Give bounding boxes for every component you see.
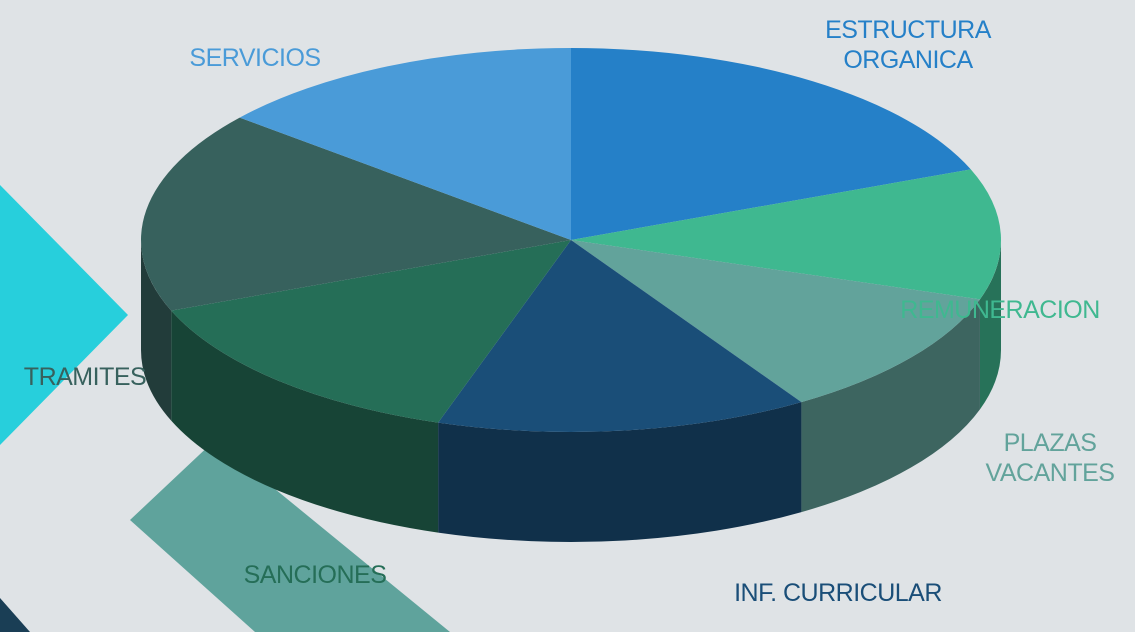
slice-label: REMUNERACION: [900, 296, 1100, 324]
decor-chevron: [130, 440, 450, 632]
slice: [571, 48, 971, 240]
slice-side: [141, 240, 172, 421]
slice-label: INF. CURRICULAR: [734, 579, 942, 607]
slice-side: [801, 299, 980, 513]
slice-side: [438, 402, 802, 542]
slice-label: SANCIONES: [243, 561, 387, 589]
slice-label: TRAMITES: [23, 363, 147, 391]
decor-chevron: [0, 185, 128, 445]
slice: [239, 48, 571, 240]
slice: [141, 117, 571, 311]
slice-label: SERVICIOS: [189, 44, 321, 72]
slice-side: [979, 240, 1001, 410]
slice: [571, 240, 980, 403]
slice-side: [171, 310, 439, 533]
slice-label: PLAZAS VACANTES: [985, 429, 1115, 487]
slice: [571, 169, 1001, 300]
slice-label: ESTRUCTURA ORGANICA: [825, 16, 991, 74]
slice: [438, 240, 802, 432]
slice: [171, 240, 571, 423]
decor-corner: [0, 598, 30, 632]
